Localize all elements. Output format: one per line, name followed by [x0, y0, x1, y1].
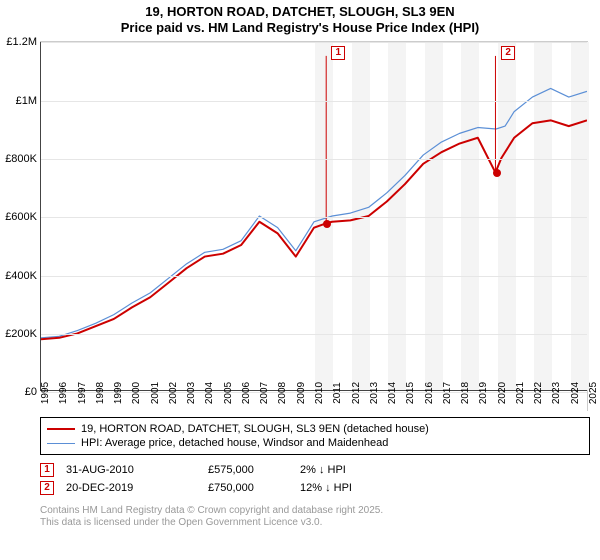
- x-tick-label: 2015: [405, 382, 416, 404]
- x-tick-label: 1997: [77, 382, 88, 404]
- legend-label: 19, HORTON ROAD, DATCHET, SLOUGH, SL3 9E…: [81, 423, 429, 435]
- sale-marker: 2: [40, 481, 54, 495]
- y-tick-label: £600K: [5, 211, 41, 223]
- x-tick-label: 2021: [515, 382, 526, 404]
- x-tick-label: 2018: [460, 382, 471, 404]
- chart-area: £0£200K£400K£600K£800K£1M£1.2M12 1995199…: [40, 41, 588, 411]
- footer-line-2: This data is licensed under the Open Gov…: [40, 517, 590, 529]
- x-tick-label: 2017: [442, 382, 453, 404]
- sale-price: £575,000: [208, 464, 288, 476]
- series-hpi: [41, 89, 587, 338]
- sale-date: 20-DEC-2019: [66, 482, 196, 494]
- sale-delta: 2% ↓ HPI: [300, 464, 400, 476]
- x-tick-label: 2013: [369, 382, 380, 404]
- footer-line-1: Contains HM Land Registry data © Crown c…: [40, 505, 590, 517]
- x-tick-label: 2009: [296, 382, 307, 404]
- series-property: [41, 121, 587, 340]
- sale-delta: 12% ↓ HPI: [300, 482, 400, 494]
- legend-swatch: [47, 443, 75, 444]
- x-tick-label: 2020: [497, 382, 508, 404]
- legend-box: 19, HORTON ROAD, DATCHET, SLOUGH, SL3 9E…: [40, 417, 590, 455]
- sale-date: 31-AUG-2010: [66, 464, 196, 476]
- legend-swatch: [47, 428, 75, 430]
- marker-label: 2: [501, 46, 515, 60]
- x-tick-label: 2007: [259, 382, 270, 404]
- x-tick-label: 2002: [168, 382, 179, 404]
- x-tick-label: 1998: [95, 382, 106, 404]
- x-tick-label: 2001: [150, 382, 161, 404]
- y-tick-label: £400K: [5, 270, 41, 282]
- chart-title: 19, HORTON ROAD, DATCHET, SLOUGH, SL3 9E…: [0, 0, 600, 35]
- x-tick-label: 2000: [131, 382, 142, 404]
- y-tick-label: £200K: [5, 328, 41, 340]
- x-tick-label: 2008: [277, 382, 288, 404]
- x-tick-label: 2006: [241, 382, 252, 404]
- x-tick-label: 2016: [424, 382, 435, 404]
- sale-marker: 1: [40, 463, 54, 477]
- y-tick-label: £800K: [5, 153, 41, 165]
- marker-dot: [493, 169, 501, 177]
- gridline-h: [41, 42, 587, 43]
- y-tick-label: £0: [25, 386, 41, 398]
- x-tick-label: 2023: [551, 382, 562, 404]
- title-line-2: Price paid vs. HM Land Registry's House …: [0, 20, 600, 36]
- x-tick-label: 2004: [204, 382, 215, 404]
- attribution-footer: Contains HM Land Registry data © Crown c…: [40, 505, 590, 529]
- x-tick-label: 2010: [314, 382, 325, 404]
- sales-table: 1 31-AUG-2010 £575,000 2% ↓ HPI 2 20-DEC-2019…: [40, 461, 590, 497]
- sale-row: 1 31-AUG-2010 £575,000 2% ↓ HPI: [40, 461, 590, 479]
- x-tick-label: 2025: [588, 382, 599, 404]
- x-tick-label: 2011: [332, 382, 343, 404]
- x-tick-label: 2005: [223, 382, 234, 404]
- marker-dot: [323, 220, 331, 228]
- x-tick-label: 1999: [113, 382, 124, 404]
- x-tick-label: 1995: [40, 382, 51, 404]
- line-svg: [41, 42, 587, 390]
- y-tick-label: £1M: [16, 95, 41, 107]
- gridline-h: [41, 217, 587, 218]
- x-tick-label: 2019: [478, 382, 489, 404]
- legend-row: HPI: Average price, detached house, Wind…: [47, 436, 583, 450]
- y-tick-label: £1.2M: [6, 36, 41, 48]
- gridline-h: [41, 334, 587, 335]
- plot-region: £0£200K£400K£600K£800K£1M£1.2M12: [40, 42, 587, 391]
- x-tick-label: 2003: [186, 382, 197, 404]
- x-tick-label: 2024: [570, 382, 581, 404]
- gridline-h: [41, 159, 587, 160]
- gridline-h: [41, 101, 587, 102]
- x-axis-labels: 1995199619971998199920002001200220032004…: [40, 391, 587, 411]
- sale-price: £750,000: [208, 482, 288, 494]
- sale-row: 2 20-DEC-2019 £750,000 12% ↓ HPI: [40, 479, 590, 497]
- x-tick-label: 2022: [533, 382, 544, 404]
- marker-label: 1: [331, 46, 345, 60]
- title-line-1: 19, HORTON ROAD, DATCHET, SLOUGH, SL3 9E…: [0, 4, 600, 20]
- legend-label: HPI: Average price, detached house, Wind…: [81, 437, 388, 449]
- x-tick-label: 2012: [351, 382, 362, 404]
- x-tick-label: 1996: [58, 382, 69, 404]
- x-tick-label: 2014: [387, 382, 398, 404]
- gridline-h: [41, 276, 587, 277]
- legend-row: 19, HORTON ROAD, DATCHET, SLOUGH, SL3 9E…: [47, 422, 583, 436]
